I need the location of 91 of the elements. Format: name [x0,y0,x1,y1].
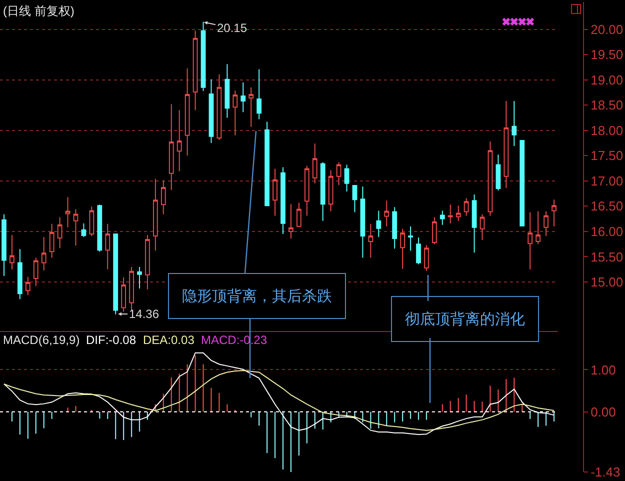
y-tick-label: 19.50 [590,47,624,62]
candlestick [89,206,94,236]
annotation: 彻底顶背离的消化 [405,310,525,328]
candlestick [168,104,174,190]
chart-title: MACD(6,19,9) [3,333,80,347]
candlestick [360,186,366,258]
annotation: 20.15 [217,21,248,35]
candlestick [536,210,541,245]
annotation: 14.36 [129,307,160,321]
candlestick [232,90,238,136]
candlestick [432,216,437,245]
candlestick [328,170,334,212]
text: DEA:0.03 [143,333,195,347]
candlestick [152,178,158,252]
y-tick-label: 0.00 [590,404,616,420]
candlestick [544,210,548,236]
candlestick [256,68,262,120]
candlestick [216,74,222,140]
annotation: 隐形顶背离，其后杀跌 [182,287,332,305]
candlestick [160,180,166,215]
candlestick [408,226,413,252]
y-tick-label: 17.00 [590,173,624,188]
candlestick [97,204,102,252]
candlestick [73,208,78,246]
candlestick [336,162,342,186]
candlestick [57,216,62,249]
candlestick [296,202,302,227]
candlestick [320,162,326,222]
y-tick-label: 1.00 [590,362,616,378]
y-tick-label: 17.50 [590,148,624,164]
line-series [3,352,555,436]
y-tick-label: 15.00 [590,274,624,290]
candlestick [137,266,142,290]
candlestick [472,194,477,254]
line-series [3,370,555,431]
y-tick-label: 15.50 [590,249,624,264]
candlestick [184,68,190,156]
candlestick [344,164,350,192]
candlestick [176,110,182,172]
candlestick [552,199,556,227]
candlestick [456,205,461,222]
candlestick [280,166,286,234]
candlestick [2,214,6,276]
candlestick [10,234,14,270]
candlestick [17,248,22,300]
candlestick [121,276,126,312]
candlestick [528,212,533,270]
candlestick [496,154,501,192]
candlestick [304,165,310,216]
candlestick [208,78,214,144]
candlestick [65,196,70,228]
candlestick [376,210,382,238]
y-tick-label: 20.00 [590,22,624,37]
y-tick-label: 18.00 [590,122,624,138]
candlestick [49,223,54,258]
candlestick [384,200,390,227]
y-tick-label: -1.43 [590,464,620,480]
candlestick [288,204,294,240]
candlestick [192,30,198,111]
candlestick [424,244,429,272]
candlestick [512,100,517,147]
candlestick [400,228,406,270]
candlestick [504,100,509,188]
candlestick [81,222,86,238]
candlestick [272,168,278,216]
candlestick [145,234,150,290]
candlestick [464,198,469,216]
candlestick [480,214,485,241]
text: DIF:-0.08 [86,333,136,347]
y-tick-label: 16.00 [590,224,624,239]
candlestick [25,276,30,296]
candlestick [416,237,421,265]
candlestick [312,143,318,184]
candlestick [440,210,445,226]
candlestick [352,184,358,213]
candlestick [368,223,374,258]
y-tick-label: 16.50 [590,198,624,214]
candlestick [41,236,46,271]
candlestick [33,257,38,287]
chart-title: (日线 前复权) [3,4,74,18]
candlestick [224,64,230,118]
candlestick [105,223,110,270]
y-tick-label: 18.50 [590,98,624,113]
candlestick [448,204,453,224]
candlestick [264,121,270,207]
candlestick [520,140,525,226]
y-tick-label: 19.00 [590,72,624,88]
candlestick [248,86,254,128]
candlestick [240,82,246,113]
candlestick [488,140,493,216]
candlestick [392,206,398,250]
